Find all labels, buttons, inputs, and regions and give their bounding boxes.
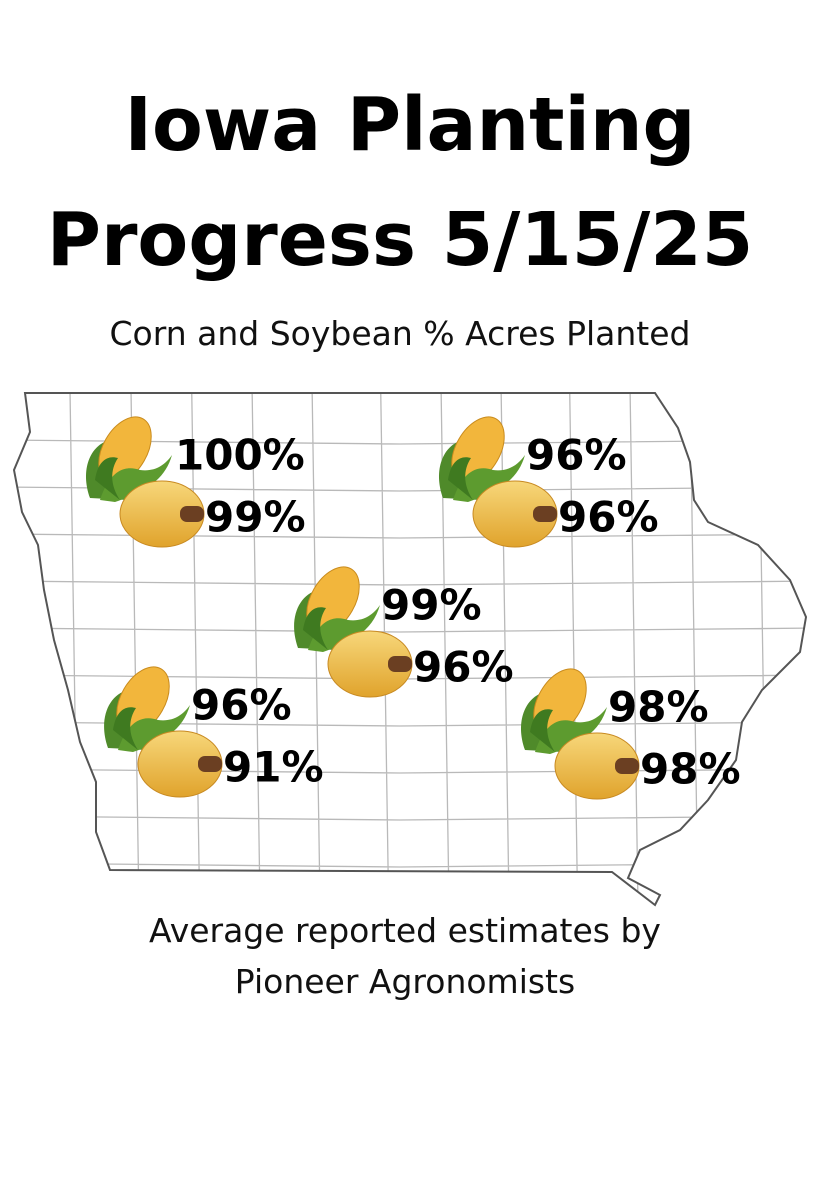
region: 99%96% [294, 566, 514, 698]
corn-icon [86, 416, 172, 502]
region: 98%98% [521, 668, 741, 800]
soybean-icon [137, 730, 223, 798]
footer-line: Average reported estimates by [149, 911, 661, 950]
region: 100% 99% [86, 416, 306, 548]
soybean-percent: 99% [205, 493, 306, 542]
soybean-icon [327, 630, 413, 698]
soybean-percent: 96% [413, 643, 514, 692]
soybean-icon [472, 480, 558, 548]
soybean-percent: 91% [223, 743, 324, 792]
corn-icon [104, 666, 190, 752]
corn-percent: 99% [381, 581, 482, 630]
corn-percent: 98% [608, 683, 709, 732]
footer-line: Pioneer Agronomists [235, 962, 575, 1001]
title-line: Iowa Planting [124, 82, 695, 168]
corn-icon [294, 566, 380, 652]
corn-percent: 100% [175, 431, 305, 480]
corn-percent: 96% [191, 681, 292, 730]
soybean-icon [554, 732, 640, 800]
title-line: Progress 5/15/25 [47, 197, 754, 283]
region: 96%96% [439, 416, 659, 548]
soybean-percent: 98% [640, 745, 741, 794]
soybean-icon [119, 480, 205, 548]
region: 96%91% [104, 666, 324, 798]
corn-percent: 96% [526, 431, 627, 480]
corn-icon [521, 668, 607, 754]
soybean-percent: 96% [558, 493, 659, 542]
subtitle: Corn and Soybean % Acres Planted [110, 314, 691, 353]
corn-icon [439, 416, 525, 502]
